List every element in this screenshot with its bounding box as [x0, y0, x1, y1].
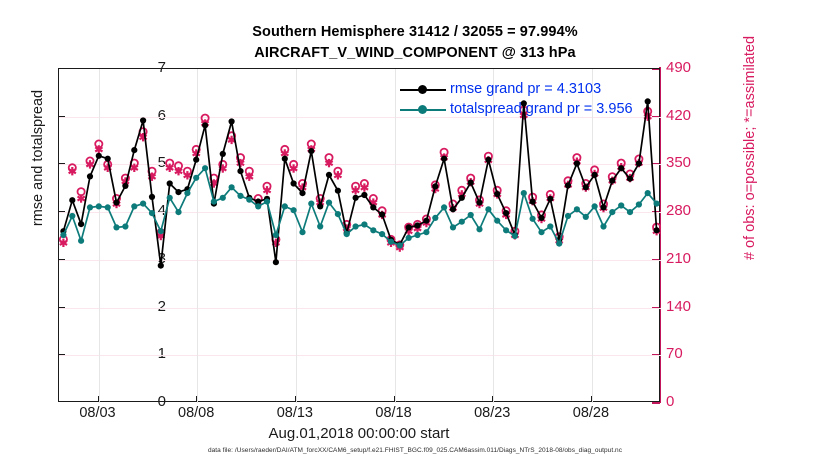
data-series-layer [58, 98, 662, 269]
y-tick-mark-left [58, 258, 65, 261]
x-axis-label: Aug.01,2018 00:00:00 start [268, 425, 450, 442]
y-tick-label-left: 7 [157, 59, 166, 76]
x-tick-label: 08/03 [79, 405, 116, 421]
y-tick-label-left: 4 [157, 202, 166, 220]
y-tick-label-right: 420 [666, 106, 692, 124]
y-tick-label-right: 490 [666, 59, 692, 76]
y-tick-label-right: 280 [666, 202, 692, 220]
y-tick-mark-right [652, 354, 660, 356]
gridline-vertical [98, 69, 100, 403]
x-tick-label: 08/23 [474, 405, 511, 421]
series-totalspread [60, 165, 660, 249]
gridline-horizontal [59, 164, 661, 166]
y-tick-mark-left [58, 163, 65, 165]
x-tick-mark [393, 396, 395, 402]
legend-marker-totalspread [418, 105, 427, 115]
y-tick-label-left: 6 [157, 106, 166, 124]
y-tick-mark-right [652, 115, 660, 118]
series-rmse [60, 98, 660, 269]
y-tick-label-left: 1 [157, 345, 166, 363]
x-tick-mark [196, 396, 198, 402]
x-tick-label: 08/08 [178, 405, 215, 421]
y-tick-label-right: 70 [666, 345, 683, 363]
y-tick-mark-right [652, 402, 660, 404]
gridline-horizontal [59, 307, 661, 309]
right-axis-spine [659, 67, 661, 403]
y-axis-right-label: # of obs: o=possible; *=assimilated [742, 35, 758, 261]
gridline-horizontal [59, 355, 661, 357]
plot-area [58, 68, 662, 403]
x-tick-mark [97, 396, 99, 402]
x-tick-label: 08/18 [375, 405, 412, 421]
gridline-vertical [493, 69, 495, 403]
y-tick-mark-left [58, 211, 65, 213]
y-tick-mark-right [652, 258, 660, 261]
legend-label-rmse: rmse grand pr = 4.3103 [450, 81, 602, 97]
gridline-vertical [591, 69, 593, 403]
y-tick-label-right: 140 [666, 297, 692, 315]
legend-item-rmse: rmse grand pr = 4.3103 [400, 80, 650, 100]
y-tick-label-right: 0 [666, 393, 675, 410]
title-line-1: Southern Hemisphere 31412 / 32055 = 97.9… [252, 24, 578, 40]
x-tick-label: 08/13 [276, 405, 313, 421]
y-tick-label-left: 5 [157, 154, 166, 172]
y-tick-mark-left [58, 115, 65, 117]
legend-marker-rmse [418, 85, 427, 95]
gridline-horizontal [59, 116, 661, 118]
legend-label-totalspread: totalspread grand pr = 3.956 [450, 101, 633, 117]
gridline-vertical [295, 69, 297, 403]
legend-item-totalspread: totalspread grand pr = 3.956 [400, 100, 650, 120]
gridline-horizontal [59, 212, 661, 214]
y-tick-label-left: 2 [157, 297, 166, 315]
x-tick-mark [492, 396, 494, 402]
y-tick-mark-right [652, 306, 660, 309]
gridline-vertical [394, 69, 396, 403]
gridline-horizontal [59, 259, 661, 261]
y-tick-mark-right [652, 163, 660, 165]
y-tick-mark-left [58, 354, 65, 356]
y-tick-label-right: 350 [666, 154, 692, 172]
x-tick-mark [294, 396, 297, 402]
y-tick-mark-left [58, 306, 65, 308]
y-tick-label-right: 210 [666, 249, 692, 267]
title-line-2: AIRCRAFT_V_WIND_COMPONENT @ 313 hPa [254, 45, 576, 61]
data-file-footer: data file: /Users/raeder/DAI/ATM_forcXX/… [207, 447, 623, 454]
chart-title: Southern Hemisphere 31412 / 32055 = 97.9… [0, 22, 830, 64]
gridline-vertical [197, 69, 199, 403]
x-tick-mark [590, 396, 593, 402]
x-tick-label: 08/28 [572, 405, 610, 421]
y-axis-left-label: rmse and totalspread [30, 89, 46, 227]
chart-legend: rmse grand pr = 4.3103 totalspread grand… [400, 80, 650, 120]
